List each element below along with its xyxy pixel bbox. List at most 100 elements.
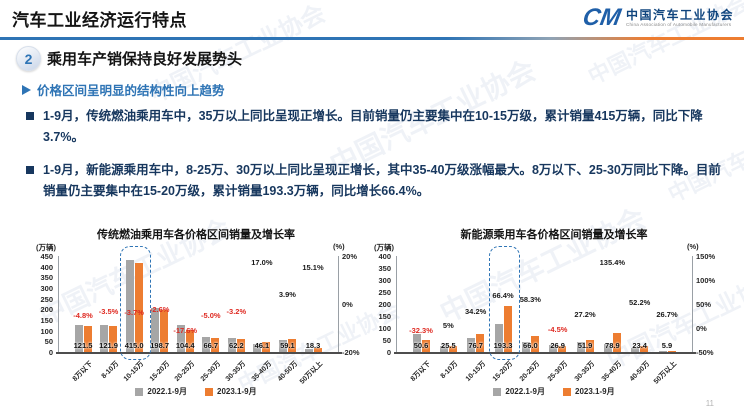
y-tick: 200	[378, 300, 391, 309]
value-label: 62.2	[229, 341, 244, 350]
x-tick: 50万以上	[299, 360, 325, 386]
y2-tick: 20%	[342, 252, 358, 261]
bar-2022	[100, 325, 109, 352]
x-axis-line	[394, 352, 696, 354]
bar-2022	[549, 345, 558, 352]
y2-tick: 0%	[696, 324, 707, 333]
bar-2023	[558, 345, 567, 352]
y-tick: 50	[44, 337, 53, 347]
chart-legend: 2022.1-9月 2023.1-9月	[376, 386, 732, 397]
bar-2022	[176, 324, 185, 352]
x-tick: 8万以下	[409, 360, 433, 383]
right-axis-unit: (%)	[333, 242, 345, 251]
y-tick: 400	[40, 262, 53, 272]
caam-logo-icon: CM	[580, 4, 623, 31]
x-tick: 30-35万	[573, 360, 597, 383]
y-tick: 50	[382, 336, 391, 345]
growth-label: 34.2%	[465, 306, 487, 316]
y-tick: 0	[386, 348, 391, 357]
growth-label: 26.7%	[656, 310, 678, 320]
bar-2022	[151, 308, 160, 352]
y2-tick: 50%	[696, 300, 712, 309]
value-label: 78.9	[605, 341, 620, 350]
bar-2023	[236, 338, 245, 352]
y-axis-line	[58, 256, 59, 352]
growth-label: 66.4%	[492, 291, 514, 301]
value-label: 25.5	[441, 341, 456, 350]
bar-2023	[313, 348, 322, 352]
x-tick: 25-30万	[546, 360, 570, 383]
bar-2022	[439, 346, 448, 352]
y-tick: 300	[378, 276, 391, 285]
x-tick: 8-10万	[439, 360, 460, 381]
bar-2023	[83, 326, 92, 352]
value-label: 121.5	[73, 341, 93, 350]
x-tick: 20-25万	[519, 360, 542, 383]
legend-item: 2022.1-9月	[135, 386, 187, 397]
legend-swatch-icon	[493, 387, 502, 396]
y-tick: 300	[40, 284, 53, 293]
growth-label: 52.2%	[629, 297, 651, 307]
x-tick: 40-50万	[276, 360, 299, 383]
legend-swatch-icon	[563, 387, 571, 396]
legend-label: 2022.1-9月	[505, 387, 545, 396]
left-axis-unit: (万辆)	[374, 243, 394, 252]
growth-label: 15.1%	[302, 262, 324, 272]
legend-item: 2023.1-9月	[205, 386, 257, 397]
growth-label: -4.5%	[547, 325, 568, 335]
bar-2023	[160, 309, 169, 352]
y2-axis-line	[692, 256, 693, 352]
growth-label: 135.4%	[599, 258, 626, 267]
y2-tick: -20%	[342, 348, 360, 357]
bar-2022	[125, 260, 134, 352]
bar-2022	[202, 337, 211, 352]
bar-2023	[667, 350, 676, 352]
legend-swatch-icon	[135, 387, 144, 396]
highlight-box	[488, 246, 520, 360]
growth-label: -3.2%	[226, 306, 247, 316]
value-label: 46.1	[254, 341, 270, 350]
bar-2022	[631, 348, 640, 352]
x-tick: 10-15万	[464, 360, 488, 383]
right-axis-unit: (%)	[687, 242, 699, 251]
y-tick: 150	[40, 316, 53, 325]
y-tick: 150	[378, 312, 391, 321]
bar-2023	[421, 339, 430, 352]
value-label: 23.4	[632, 341, 647, 350]
caam-logo: CM 中国汽车工业协会 China Association of Automob…	[580, 4, 734, 31]
nev-price-chart: 新能源乘用车各价格区间销量及增长率 (万辆) (%) 400 350 300 250 200 1…	[374, 226, 732, 412]
legend-label: 2023.1-9月	[217, 387, 257, 396]
bar-2023	[585, 339, 594, 352]
x-axis-line	[56, 352, 342, 354]
y-tick: 350	[378, 264, 391, 273]
x-tick: 20-25万	[174, 360, 197, 383]
value-label: 26.9	[550, 341, 565, 350]
x-tick: 8万以下	[71, 360, 95, 383]
bar-2022	[494, 324, 503, 352]
bullet-item: 1-9月，新能源乘用车中，8-25万、30万以上同比呈现正增长，其中35-40万…	[26, 160, 726, 203]
value-label: 415.0	[124, 341, 144, 350]
chart-title: 新能源乘用车各价格区间销量及增长率	[460, 229, 648, 241]
bar-2022	[278, 339, 287, 352]
y-tick: 350	[40, 273, 53, 283]
value-label: 121.9	[99, 341, 118, 350]
growth-label: 17.0%	[251, 258, 273, 268]
bar-2023	[185, 329, 194, 352]
value-label: 66.0	[523, 341, 538, 350]
bar-2023	[211, 337, 220, 352]
growth-label: -32.3%	[409, 326, 433, 335]
value-label: 66.7	[203, 341, 219, 350]
legend-item: 2022.1-9月	[493, 386, 545, 397]
section-subtitle: 价格区间呈明显的结构性向上趋势	[37, 84, 225, 98]
growth-label: -17.6%	[173, 326, 198, 335]
bar-2023	[640, 346, 649, 352]
x-tick: 25-30万	[199, 360, 223, 383]
y-axis-line	[396, 256, 397, 352]
caam-logo-text: 中国汽车工业协会 China Association of Automobile…	[626, 8, 734, 28]
bar-2022	[412, 334, 421, 352]
y-tick: 250	[378, 288, 391, 297]
x-tick: 30-35万	[225, 360, 248, 383]
growth-label: -3.7%	[124, 307, 144, 317]
chart-legend: 2022.1-9月 2023.1-9月	[20, 386, 372, 397]
